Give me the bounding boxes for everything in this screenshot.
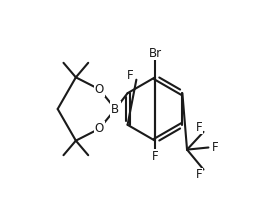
Text: O: O bbox=[95, 122, 104, 135]
Text: F: F bbox=[152, 150, 158, 163]
Text: Br: Br bbox=[148, 47, 162, 60]
Text: F: F bbox=[211, 141, 218, 154]
Text: F: F bbox=[195, 121, 202, 134]
Text: B: B bbox=[111, 102, 120, 116]
Text: F: F bbox=[127, 69, 134, 82]
Text: O: O bbox=[95, 83, 104, 96]
Text: F: F bbox=[195, 168, 202, 181]
